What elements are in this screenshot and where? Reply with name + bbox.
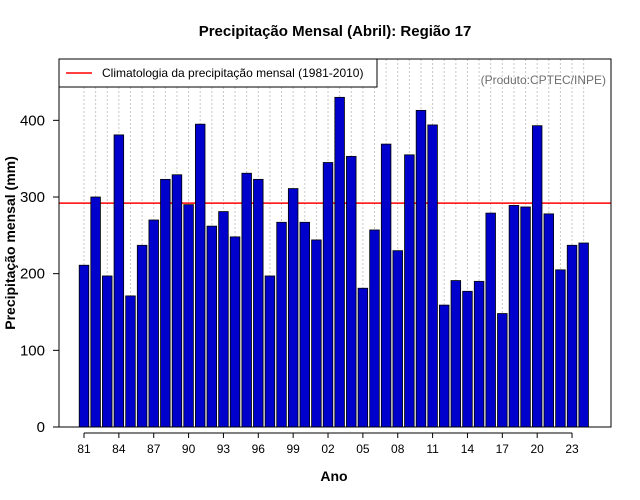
bar-88 (160, 178, 171, 428)
source-annotation: (Produto:CPTEC/INPE) (481, 73, 606, 87)
y-tick-label-400: 400 (20, 112, 45, 129)
bar-21 (543, 213, 555, 428)
bar-12 (439, 304, 450, 428)
x-axis: 81 84 87 90 93 96 99 02 05 08 11 14 17 20 23 (77, 432, 579, 456)
bar-09 (404, 154, 415, 428)
y-axis: 0 100 200 300 400 (20, 112, 60, 436)
chart-title: Precipitação Mensal (Abril): Região 17 (199, 23, 472, 40)
bar-97 (264, 275, 276, 428)
bar-87 (148, 219, 159, 428)
bar-17 (497, 313, 508, 428)
y-tick-label-100: 100 (20, 342, 45, 359)
bar-83 (102, 275, 113, 428)
x-tick-label-99: 99 (286, 442, 300, 456)
x-tick-label-96: 96 (252, 442, 266, 456)
bar-85 (125, 295, 136, 428)
bar-08 (392, 250, 403, 428)
x-tick-label-11: 11 (426, 442, 439, 456)
x-tick-label-08: 08 (391, 442, 405, 456)
bar-13 (450, 280, 462, 428)
bar-92 (206, 225, 218, 428)
x-tick-label-20: 20 (531, 442, 545, 456)
x-tick-label-87: 87 (147, 442, 161, 456)
x-tick-label-93: 93 (217, 442, 231, 456)
y-axis-label: Precipitação mensal (mm) (2, 156, 18, 330)
bar-20 (531, 125, 543, 428)
x-tick-label-05: 05 (356, 442, 370, 456)
bar-94 (229, 236, 241, 428)
legend: Climatologia da precipitação mensal (198… (58, 58, 378, 88)
bar-15 (473, 280, 485, 428)
legend-box (58, 58, 378, 88)
bar-05 (357, 287, 369, 428)
bar-22 (555, 269, 566, 428)
bar-99 (287, 188, 299, 428)
x-tick-label-23: 23 (565, 442, 579, 456)
bar-93 (218, 211, 229, 428)
bar-19 (520, 206, 531, 428)
bar-18 (508, 205, 520, 428)
bar-03 (334, 96, 345, 428)
x-tick-label-02: 02 (321, 442, 335, 456)
bar-16 (485, 212, 496, 428)
grid-lines (83, 59, 585, 427)
bar-89 (171, 174, 183, 428)
y-tick-label-200: 200 (20, 266, 45, 283)
x-tick-label-17: 17 (496, 442, 510, 456)
x-axis-label: Ano (320, 468, 347, 484)
bar-02 (322, 162, 334, 428)
y-tick-label-0: 0 (37, 419, 45, 436)
bar-86 (136, 244, 148, 428)
bar-90 (183, 204, 194, 428)
x-tick-label-90: 90 (182, 442, 196, 456)
bar-84 (113, 134, 125, 428)
bar-10 (415, 109, 427, 428)
bar-14 (462, 290, 473, 428)
bar-04 (346, 155, 357, 428)
bar-98 (276, 221, 287, 428)
x-tick-label-14: 14 (461, 442, 475, 456)
bars (78, 96, 589, 428)
bar-24 (578, 242, 589, 428)
legend-entry-climatology: Climatologia da precipitação mensal (198… (102, 66, 363, 80)
bar-07 (380, 143, 392, 428)
bar-00 (299, 221, 310, 428)
x-tick-label-81: 81 (77, 442, 91, 456)
bar-91 (194, 123, 206, 428)
x-tick-label-84: 84 (112, 442, 126, 456)
bar-81 (78, 264, 90, 428)
bar-01 (311, 239, 322, 428)
bar-06 (369, 229, 380, 428)
bar-11 (427, 124, 438, 428)
y-tick-label-300: 300 (20, 189, 45, 206)
bar-96 (253, 178, 264, 428)
bar-82 (90, 196, 101, 428)
bar-95 (241, 172, 252, 428)
bar-23 (566, 244, 578, 428)
